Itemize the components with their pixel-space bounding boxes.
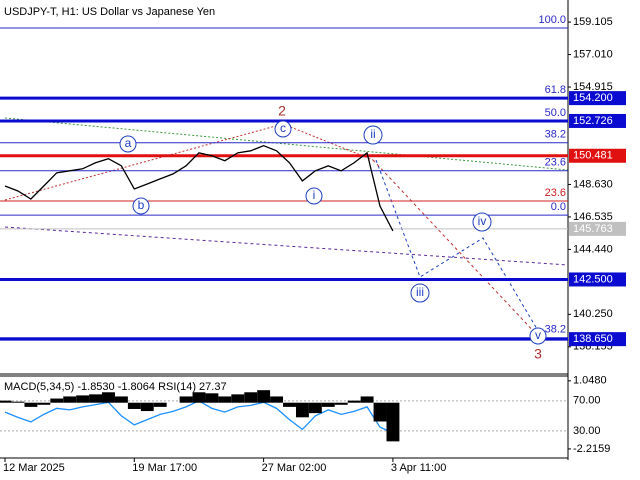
macd-bar <box>244 392 258 403</box>
wave-marker <box>305 187 323 205</box>
y-tick-label: 159.105 <box>573 16 613 28</box>
y-tick-label: 146.535 <box>573 211 613 223</box>
macd-bar <box>295 402 309 418</box>
y-tick-label: 70.00 <box>573 395 601 407</box>
trend-line <box>282 123 374 161</box>
macd-bar <box>37 402 51 405</box>
macd-bar <box>231 394 245 403</box>
fib-label: 100.0 <box>538 14 566 26</box>
macd-bar <box>127 402 141 409</box>
x-tick-label: 12 Mar 2025 <box>3 462 65 474</box>
level-tag <box>569 113 626 128</box>
y-tick-label: 154.915 <box>573 81 613 93</box>
level-tag <box>569 148 626 163</box>
wave-marker <box>132 197 150 215</box>
wave-label: v <box>535 328 541 342</box>
current-price-label: 145.763 <box>573 223 613 235</box>
macd-bar <box>308 402 322 414</box>
macd-bar <box>373 402 387 422</box>
chart-title: USDJPY-T, H1: US Dollar vs Japanese Yen <box>4 6 215 18</box>
wave-label: c <box>280 121 286 135</box>
trend-line <box>4 123 284 201</box>
y2-tick-label: -2.2159 <box>573 443 610 455</box>
drawings <box>4 117 569 337</box>
wave-marker <box>274 120 292 138</box>
wave-marker <box>119 135 137 153</box>
current-price-tag <box>569 221 626 236</box>
y-tick-label: 140.250 <box>573 308 613 320</box>
macd-bar <box>50 398 64 403</box>
y2-tick-label: 1.0480 <box>573 375 607 387</box>
wave-marker <box>410 283 430 303</box>
level-tag-label: 138.650 <box>573 333 613 345</box>
y-tick-label: 157.010 <box>573 48 613 60</box>
macd-bar <box>386 402 400 442</box>
fib-label: 0.0 <box>551 201 566 213</box>
level-tag <box>569 272 626 287</box>
wave-marker <box>529 327 547 345</box>
macd-bar <box>76 395 90 403</box>
macd-bar <box>218 396 232 403</box>
wave-label: iv <box>478 214 487 228</box>
level-tag <box>569 91 626 106</box>
x-tick-label: 3 Apr 11:00 <box>391 462 446 474</box>
wave-projection <box>375 159 541 335</box>
wave-labels: a b c 2 i ii iii iv v 3 <box>119 103 547 362</box>
x-tick-label: 27 Mar 02:00 <box>262 462 327 474</box>
fib-label: 61.8 <box>545 84 566 96</box>
y-tick-label: 144.440 <box>573 243 613 255</box>
macd-bar <box>102 392 115 403</box>
macd-bar <box>89 394 103 403</box>
macd-bar <box>179 396 193 403</box>
wave-label: a <box>125 136 132 150</box>
level-tag-label: 152.726 <box>573 115 613 127</box>
wave-marker <box>363 125 383 145</box>
x-tick-label: 19 Mar 17:00 <box>132 462 197 474</box>
y-tick-label: 148.630 <box>573 178 613 190</box>
wave-marker <box>472 212 492 232</box>
wave-label: b <box>138 198 145 212</box>
macd-bar <box>140 402 154 412</box>
fib-label: 23.6 <box>545 157 566 169</box>
macd-bar <box>321 402 335 407</box>
fib-label: 50.0 <box>545 107 566 119</box>
fib-label: 38.2 <box>545 324 566 336</box>
macd-bar <box>257 390 271 403</box>
level-tag-label: 150.481 <box>573 150 613 162</box>
trend-line <box>4 226 569 266</box>
macd-bar <box>360 396 374 403</box>
y-tick-label: 30.00 <box>573 425 601 437</box>
macd-bar <box>24 402 38 407</box>
macd-bar <box>114 396 128 403</box>
wave-label: 3 <box>534 346 542 362</box>
macd-bar <box>63 396 77 403</box>
macd-bar <box>11 401 25 403</box>
level-tag <box>569 332 626 347</box>
macd-bar <box>0 400 12 403</box>
price-line <box>4 145 394 232</box>
macd-bar <box>283 402 296 407</box>
wave-label: ii <box>370 127 375 141</box>
wave-label: i <box>313 188 316 202</box>
wave-label: iii <box>416 285 424 299</box>
wave-projection <box>372 159 539 337</box>
macd-bar <box>205 393 219 403</box>
level-tag-label: 142.500 <box>573 273 613 285</box>
fib-label: 23.6 <box>545 187 566 199</box>
macd-bar <box>334 402 348 405</box>
fib-label: 38.2 <box>545 129 566 141</box>
level-tag-label: 154.200 <box>573 92 613 104</box>
macd-bar <box>347 400 361 403</box>
macd-bar <box>192 392 206 403</box>
macd-bar <box>153 402 167 407</box>
indicator-label: MACD(5,34,5) -1.8530 -1.8064 RSI(14) 27.… <box>4 381 227 393</box>
wave-label: 2 <box>278 103 286 119</box>
macd-bar <box>270 396 284 403</box>
